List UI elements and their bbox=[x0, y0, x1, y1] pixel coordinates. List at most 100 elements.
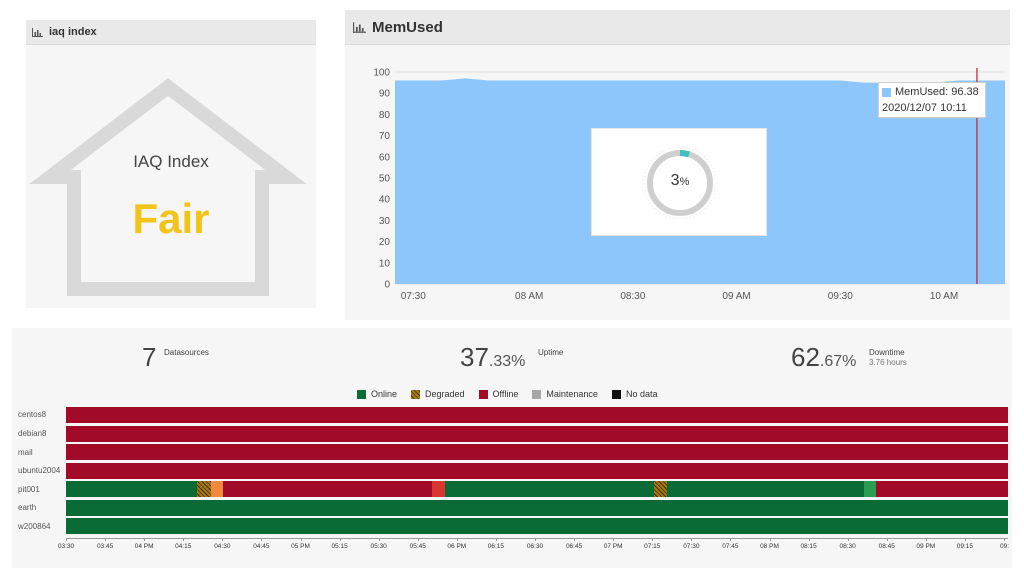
timeline-tick-mark bbox=[495, 538, 497, 541]
legend-no-data[interactable]: No data bbox=[611, 389, 657, 399]
timeline-tick-label: 09:15 bbox=[956, 543, 974, 550]
segment-offline[interactable] bbox=[223, 481, 432, 497]
downtime-sub: 3.76 hours bbox=[869, 358, 907, 367]
timeline-tick-mark bbox=[925, 538, 927, 541]
y-tick-label: 80 bbox=[379, 110, 391, 121]
timeline-tick-mark bbox=[417, 538, 419, 541]
legend-swatch bbox=[411, 389, 421, 399]
timeline-tick-mark bbox=[105, 538, 107, 541]
downtime-label: Downtime bbox=[869, 348, 905, 357]
downtime-int: 62 bbox=[791, 342, 820, 372]
timeline-tick-mark bbox=[300, 538, 302, 541]
timeline-tick-mark bbox=[378, 538, 380, 541]
timeline-tick-label: 06 PM bbox=[447, 543, 467, 550]
tooltip-swatch bbox=[882, 87, 891, 97]
segment-degraded[interactable] bbox=[654, 481, 667, 497]
legend-degraded[interactable]: Degraded bbox=[411, 389, 465, 399]
timeline-tick-mark bbox=[730, 538, 732, 541]
gauge-unit: % bbox=[679, 176, 690, 188]
timeline-tick-label: 08:45 bbox=[878, 543, 895, 550]
timeline-tick-mark bbox=[574, 538, 576, 541]
timeline-tick-mark bbox=[886, 538, 888, 541]
status-bar-earth[interactable] bbox=[66, 500, 1008, 516]
status-bar-w200864[interactable] bbox=[66, 518, 1008, 534]
status-bar-mail[interactable] bbox=[66, 444, 1008, 460]
row-label-pit001: pit001 bbox=[18, 485, 40, 494]
legend-label: Offline bbox=[492, 389, 519, 399]
timeline-tick-mark bbox=[652, 538, 654, 541]
timeline-tick-label: 08:30 bbox=[839, 543, 856, 550]
legend-offline[interactable]: Offline bbox=[478, 389, 519, 399]
timeline-tick-label: 04:15 bbox=[175, 543, 192, 550]
legend-online[interactable]: Online bbox=[357, 389, 397, 399]
downtime-pct: % bbox=[842, 353, 857, 370]
chart-tooltip: MemUsed: 96.38 2020/12/07 10:11 bbox=[878, 82, 986, 118]
y-tick-label: 70 bbox=[379, 131, 391, 142]
legend-label: Degraded bbox=[425, 389, 465, 399]
timeline-tick-mark bbox=[535, 538, 536, 541]
memused-panel-header[interactable]: MemUsed bbox=[345, 10, 1010, 45]
timeline-tick-mark bbox=[613, 538, 615, 541]
gauge-value: 3 bbox=[670, 172, 680, 189]
segment-offline[interactable] bbox=[876, 481, 1008, 497]
timeline-tick-label: 06:45 bbox=[565, 543, 583, 550]
timeline-tick-label: 05:15 bbox=[331, 543, 348, 550]
y-tick-label: 10 bbox=[379, 258, 391, 269]
y-tick-label: 0 bbox=[384, 280, 390, 291]
iaq-panel: iaq index IAQ Index Fair bbox=[26, 20, 316, 308]
timeline-tick-label: 06:15 bbox=[487, 543, 505, 550]
timeline-tick-mark bbox=[456, 538, 458, 541]
tooltip-series-value: MemUsed: 96.38 bbox=[895, 86, 979, 98]
segment-warning[interactable] bbox=[211, 481, 223, 497]
timeline-tick-label: 03:45 bbox=[96, 543, 114, 550]
timeline-tick-mark bbox=[144, 538, 146, 541]
memused-panel: MemUsed 100 90 80 70 60 50 40 30 20 10 0 07:30 08 AM… bbox=[345, 10, 1010, 320]
uptime-label: Uptime bbox=[538, 348, 564, 357]
timeline-tick-label: 09: bbox=[1000, 543, 1010, 550]
timeline-axis bbox=[66, 538, 1008, 539]
stat-datasources: 7 Datasources bbox=[142, 342, 209, 373]
segment-online-light[interactable] bbox=[864, 481, 876, 497]
downtime-dec: .67 bbox=[819, 353, 843, 370]
segment-degraded[interactable] bbox=[197, 481, 211, 497]
timeline-tick-mark bbox=[808, 538, 810, 541]
iaq-panel-header[interactable]: iaq index bbox=[26, 20, 316, 45]
legend-swatch bbox=[478, 389, 488, 399]
legend-maintenance[interactable]: Maintenance bbox=[532, 389, 598, 399]
timeline-tick-mark bbox=[261, 538, 263, 541]
status-bar-ubuntu2004[interactable] bbox=[66, 463, 1008, 479]
datasources-label: Datasources bbox=[164, 348, 209, 357]
legend-swatch bbox=[532, 389, 542, 399]
timeline-tick-label: 07:15 bbox=[644, 543, 661, 550]
timeline-tick-label: 03:30 bbox=[57, 543, 75, 550]
timeline-tick-mark bbox=[1004, 538, 1005, 541]
legend-swatch bbox=[611, 389, 621, 399]
y-tick-label: 90 bbox=[379, 89, 391, 100]
timeline-tick-mark bbox=[691, 538, 693, 541]
y-tick-label: 20 bbox=[379, 237, 391, 248]
gauge-overlay: 3% bbox=[591, 128, 767, 236]
timeline-tick-label: 08:15 bbox=[800, 543, 817, 550]
timeline-tick-mark bbox=[964, 538, 966, 541]
legend-label: Maintenance bbox=[546, 389, 598, 399]
legend-label: Online bbox=[371, 389, 398, 399]
datasources-count: 7 bbox=[142, 342, 157, 372]
legend-swatch bbox=[357, 389, 366, 399]
timeline-tick-label: 05:45 bbox=[409, 543, 426, 550]
timeline-tick-label: 06:30 bbox=[526, 543, 544, 550]
timeline-tick-mark bbox=[847, 538, 849, 541]
status-bar-debian8[interactable] bbox=[66, 426, 1008, 442]
timeline-tick-label: 07:45 bbox=[722, 543, 739, 550]
timeline-tick-label: 05:30 bbox=[370, 543, 387, 550]
x-tick-label: 09 AM bbox=[722, 291, 750, 302]
segment-offline-light[interactable] bbox=[432, 481, 445, 497]
timeline-tick-mark bbox=[66, 538, 67, 541]
house-outline bbox=[29, 78, 307, 296]
y-tick-label: 50 bbox=[379, 174, 391, 185]
status-bar-centos8[interactable] bbox=[66, 407, 1008, 423]
bar-chart-icon bbox=[32, 27, 43, 37]
status-bar-pit001[interactable] bbox=[66, 481, 1008, 497]
stat-uptime: 37.33% Uptime bbox=[460, 342, 563, 373]
x-tick-label: 10 AM bbox=[930, 291, 958, 302]
uptime-int: 37 bbox=[460, 342, 489, 372]
